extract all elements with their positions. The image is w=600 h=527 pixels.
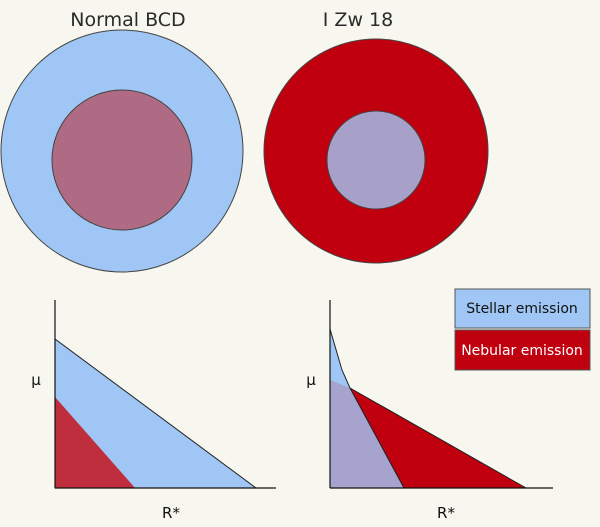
right-stellar-profile [330,329,404,488]
legend-stellar-swatch [454,288,591,329]
legend-stellar-label: Stellar emission [466,301,578,317]
legend: Stellar emission Nebular emission [454,288,591,371]
right-stellar-edge [329,328,405,489]
left-profile-plot: μ R* [31,300,276,522]
right-y-axis-label: μ [306,371,316,389]
left-panel-title: Normal BCD [70,9,185,31]
left-inner-core [51,89,193,231]
legend-nebular-swatch [454,329,591,371]
legend-nebular-label: Nebular emission [461,343,583,359]
right-panel-title: I Zw 18 [323,9,393,31]
right-profile-plot: μ R* [306,300,553,522]
right-stellar-tip [330,329,350,388]
right-x-axis-label: R* [437,504,455,522]
left-y-axis-label: μ [31,371,41,389]
left-x-axis-label: R* [162,504,180,522]
right-inner-core [326,110,426,210]
left-nebular-profile [55,397,135,488]
